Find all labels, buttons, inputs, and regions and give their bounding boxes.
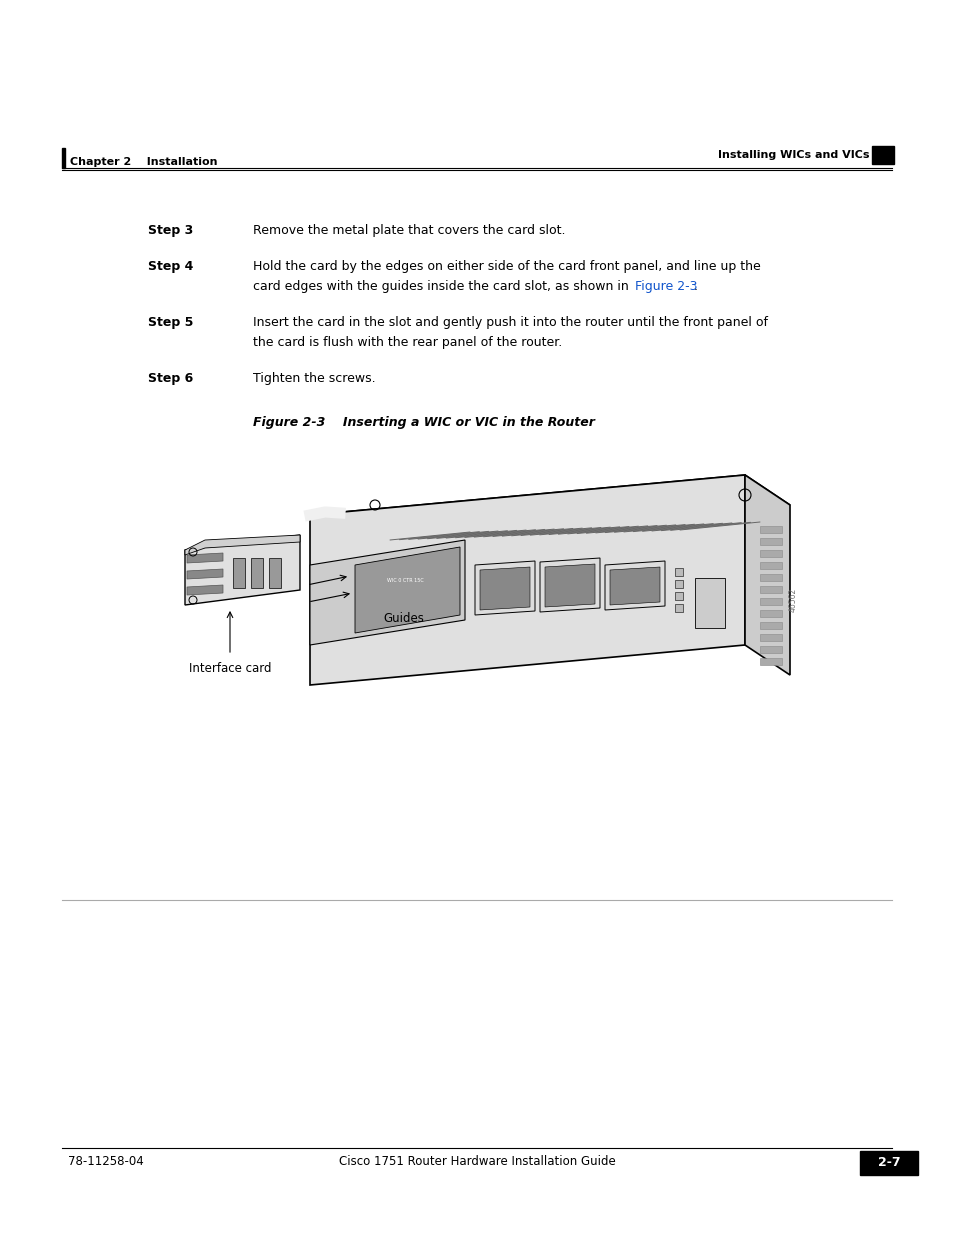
Bar [760, 526, 781, 534]
Text: Figure 2-3: Figure 2-3 [635, 280, 697, 293]
Polygon shape [355, 547, 459, 634]
Bar [760, 538, 781, 545]
Bar [760, 562, 781, 569]
Text: .: . [693, 280, 698, 293]
Bar [859, 1151, 917, 1174]
Bar [760, 634, 781, 641]
Polygon shape [187, 553, 223, 563]
Bar [251, 558, 263, 588]
Polygon shape [544, 564, 595, 606]
Polygon shape [539, 558, 599, 613]
Polygon shape [187, 585, 223, 595]
Polygon shape [310, 540, 464, 645]
Text: Step 6: Step 6 [148, 372, 193, 385]
Polygon shape [310, 475, 789, 550]
Bar [675, 580, 682, 588]
Polygon shape [744, 475, 789, 676]
Bar [233, 558, 245, 588]
Text: 78-11258-04: 78-11258-04 [68, 1155, 144, 1168]
Bar [760, 598, 781, 605]
Bar [675, 568, 682, 576]
Text: Step 4: Step 4 [148, 261, 193, 273]
Text: Hold the card by the edges on either side of the card front panel, and line up t: Hold the card by the edges on either sid… [253, 261, 760, 273]
Polygon shape [479, 567, 530, 610]
Polygon shape [609, 567, 659, 605]
Text: the card is flush with the rear panel of the router.: the card is flush with the rear panel of… [253, 336, 561, 350]
Bar [675, 592, 682, 600]
Text: Insert the card in the slot and gently push it into the router until the front p: Insert the card in the slot and gently p… [253, 316, 767, 329]
Text: WIC 0 CTR 15C: WIC 0 CTR 15C [386, 578, 423, 583]
Polygon shape [185, 535, 299, 605]
Bar [760, 622, 781, 629]
Bar [62, 148, 65, 168]
Text: 2-7: 2-7 [877, 1156, 900, 1170]
Bar [760, 550, 781, 557]
Bar [760, 574, 781, 580]
Text: Step 5: Step 5 [148, 316, 193, 329]
Text: Step 3: Step 3 [148, 224, 193, 237]
Text: Chapter 2    Installation: Chapter 2 Installation [70, 157, 217, 167]
Text: 46562: 46562 [788, 588, 797, 613]
Text: Installing WICs and VICs: Installing WICs and VICs [718, 149, 869, 161]
Text: Guides: Guides [382, 613, 423, 625]
Bar [760, 610, 781, 618]
Bar [760, 646, 781, 653]
Polygon shape [185, 535, 299, 555]
Text: Remove the metal plate that covers the card slot.: Remove the metal plate that covers the c… [253, 224, 565, 237]
Bar [760, 658, 781, 664]
Bar [760, 585, 781, 593]
Polygon shape [604, 561, 664, 610]
Text: Tighten the screws.: Tighten the screws. [253, 372, 375, 385]
Text: Figure 2-3    Inserting a WIC or VIC in the Router: Figure 2-3 Inserting a WIC or VIC in the… [253, 416, 595, 429]
Bar [675, 604, 682, 613]
Text: Interface card: Interface card [189, 662, 271, 676]
Polygon shape [187, 569, 223, 579]
Bar [871, 146, 893, 164]
Bar [695, 578, 724, 629]
Text: card edges with the guides inside the card slot, as shown in: card edges with the guides inside the ca… [253, 280, 632, 293]
Polygon shape [310, 475, 744, 685]
Bar [269, 558, 281, 588]
Text: Cisco 1751 Router Hardware Installation Guide: Cisco 1751 Router Hardware Installation … [338, 1155, 615, 1168]
Polygon shape [475, 561, 535, 615]
